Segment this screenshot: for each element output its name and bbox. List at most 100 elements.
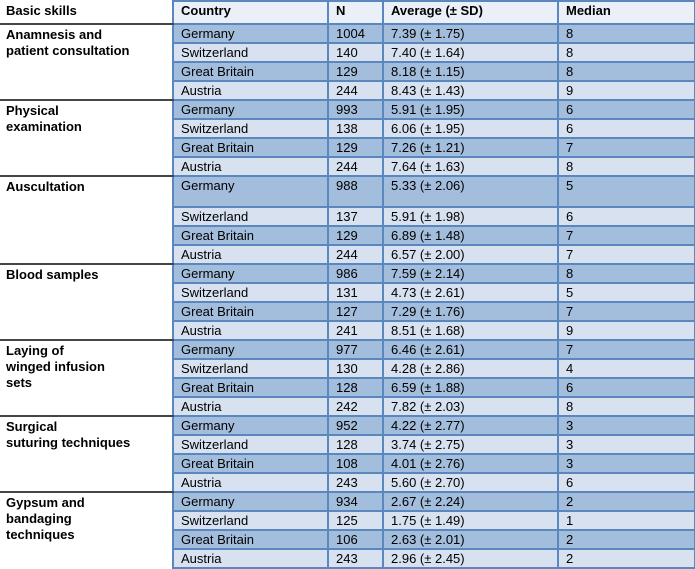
n-cell: 106 bbox=[327, 529, 384, 550]
table-row: Austria 243 2.96 (± 2.45) 2 bbox=[0, 548, 695, 569]
skill-cell: Auscultation bbox=[0, 176, 173, 265]
table-row: Great Britain 106 2.63 (± 2.01) 2 bbox=[0, 529, 695, 550]
country-cell: Germany bbox=[172, 99, 329, 120]
skill-cell: Gypsum and bandaging techniques bbox=[0, 492, 173, 568]
median-cell: 4 bbox=[557, 358, 695, 379]
skill-cell: Blood samples bbox=[0, 264, 173, 341]
n-cell: 128 bbox=[327, 434, 384, 455]
n-cell: 243 bbox=[327, 472, 384, 493]
country-cell: Austria bbox=[172, 396, 329, 417]
country-cell: Germany bbox=[172, 491, 329, 512]
n-cell: 243 bbox=[327, 548, 384, 569]
table-row: Austria 241 8.51 (± 1.68) 9 bbox=[0, 320, 695, 341]
country-cell: Switzerland bbox=[172, 358, 329, 379]
average-cell: 4.22 (± 2.77) bbox=[382, 415, 559, 436]
country-cell: Austria bbox=[172, 244, 329, 265]
country-cell: Germany bbox=[172, 339, 329, 360]
n-cell: 129 bbox=[327, 225, 384, 246]
average-cell: 5.33 (± 2.06) bbox=[382, 175, 559, 208]
country-cell: Great Britain bbox=[172, 225, 329, 246]
average-cell: 8.51 (± 1.68) bbox=[382, 320, 559, 341]
table-row: Austria 243 5.60 (± 2.70) 6 bbox=[0, 472, 695, 493]
n-cell: 934 bbox=[327, 491, 384, 512]
country-cell: Austria bbox=[172, 320, 329, 341]
n-cell: 130 bbox=[327, 358, 384, 379]
table-row: Austria 244 6.57 (± 2.00) 7 bbox=[0, 244, 695, 265]
n-cell: 242 bbox=[327, 396, 384, 417]
table-row: Gypsum and bandaging techniques Germany … bbox=[0, 491, 695, 568]
n-cell: 952 bbox=[327, 415, 384, 436]
average-cell: 8.18 (± 1.15) bbox=[382, 61, 559, 82]
table-row: Great Britain 127 7.29 (± 1.76) 7 bbox=[0, 301, 695, 322]
table-row: Switzerland 131 4.73 (± 2.61) 5 bbox=[0, 282, 695, 303]
n-cell: 137 bbox=[327, 206, 384, 227]
n-cell: 138 bbox=[327, 118, 384, 139]
median-cell: 8 bbox=[557, 61, 695, 82]
median-cell: 6 bbox=[557, 206, 695, 227]
average-cell: 6.57 (± 2.00) bbox=[382, 244, 559, 265]
skill-cell: Physical examination bbox=[0, 100, 173, 177]
table-row: Blood samples Germany 986 7.59 (± 2.14) … bbox=[0, 263, 695, 341]
table-row: Switzerland 128 3.74 (± 2.75) 3 bbox=[0, 434, 695, 455]
table-row: Switzerland 140 7.40 (± 1.64) 8 bbox=[0, 42, 695, 63]
country-cell: Germany bbox=[172, 175, 329, 208]
average-cell: 2.63 (± 2.01) bbox=[382, 529, 559, 550]
country-cell: Great Britain bbox=[172, 529, 329, 550]
n-cell: 1004 bbox=[327, 23, 384, 44]
median-cell: 8 bbox=[557, 263, 695, 284]
average-cell: 6.46 (± 2.61) bbox=[382, 339, 559, 360]
country-cell: Great Britain bbox=[172, 377, 329, 398]
skill-cell: Anamnesis and patient consultation bbox=[0, 24, 173, 101]
country-cell: Great Britain bbox=[172, 61, 329, 82]
median-cell: 3 bbox=[557, 434, 695, 455]
average-cell: 2.96 (± 2.45) bbox=[382, 548, 559, 569]
average-cell: 2.67 (± 2.24) bbox=[382, 491, 559, 512]
median-cell: 6 bbox=[557, 377, 695, 398]
table-row: Anamnesis and patient consultation Germa… bbox=[0, 23, 695, 101]
n-cell: 129 bbox=[327, 137, 384, 158]
skill-cell: Laying of winged infusion sets bbox=[0, 340, 173, 417]
median-cell: 2 bbox=[557, 491, 695, 512]
country-cell: Switzerland bbox=[172, 434, 329, 455]
header-median: Median bbox=[557, 0, 695, 25]
table-row: Austria 244 8.43 (± 1.43) 9 bbox=[0, 80, 695, 101]
table-row: Switzerland 137 5.91 (± 1.98) 6 bbox=[0, 206, 695, 227]
country-cell: Germany bbox=[172, 23, 329, 44]
n-cell: 988 bbox=[327, 175, 384, 208]
average-cell: 3.74 (± 2.75) bbox=[382, 434, 559, 455]
average-cell: 5.91 (± 1.98) bbox=[382, 206, 559, 227]
header-country: Country bbox=[172, 0, 329, 25]
median-cell: 6 bbox=[557, 118, 695, 139]
average-cell: 4.73 (± 2.61) bbox=[382, 282, 559, 303]
n-cell: 108 bbox=[327, 453, 384, 474]
average-cell: 7.64 (± 1.63) bbox=[382, 156, 559, 177]
average-cell: 6.89 (± 1.48) bbox=[382, 225, 559, 246]
average-cell: 7.39 (± 1.75) bbox=[382, 23, 559, 44]
table-row: Great Britain 129 8.18 (± 1.15) 8 bbox=[0, 61, 695, 82]
country-cell: Switzerland bbox=[172, 282, 329, 303]
n-cell: 986 bbox=[327, 263, 384, 284]
table-row: Switzerland 130 4.28 (± 2.86) 4 bbox=[0, 358, 695, 379]
average-cell: 6.59 (± 1.88) bbox=[382, 377, 559, 398]
country-cell: Great Britain bbox=[172, 137, 329, 158]
median-cell: 7 bbox=[557, 339, 695, 360]
table-row: Switzerland 125 1.75 (± 1.49) 1 bbox=[0, 510, 695, 531]
median-cell: 7 bbox=[557, 244, 695, 265]
median-cell: 6 bbox=[557, 472, 695, 493]
country-cell: Austria bbox=[172, 472, 329, 493]
median-cell: 8 bbox=[557, 396, 695, 417]
n-cell: 125 bbox=[327, 510, 384, 531]
table-row: Great Britain 128 6.59 (± 1.88) 6 bbox=[0, 377, 695, 398]
average-cell: 7.26 (± 1.21) bbox=[382, 137, 559, 158]
table-row: Great Britain 108 4.01 (± 2.76) 3 bbox=[0, 453, 695, 474]
median-cell: 9 bbox=[557, 320, 695, 341]
n-cell: 128 bbox=[327, 377, 384, 398]
country-cell: Great Britain bbox=[172, 453, 329, 474]
header-row: Basic skills Country N Average (± SD) Me… bbox=[0, 0, 695, 25]
average-cell: 5.60 (± 2.70) bbox=[382, 472, 559, 493]
median-cell: 8 bbox=[557, 23, 695, 44]
average-cell: 8.43 (± 1.43) bbox=[382, 80, 559, 101]
country-cell: Germany bbox=[172, 415, 329, 436]
median-cell: 7 bbox=[557, 301, 695, 322]
median-cell: 6 bbox=[557, 99, 695, 120]
